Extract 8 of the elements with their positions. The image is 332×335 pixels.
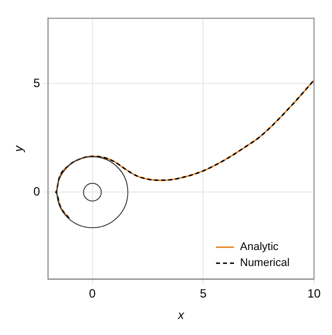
legend-label: Numerical	[240, 257, 290, 270]
line-series	[55, 79, 314, 219]
x-tick-label: 0	[89, 286, 96, 301]
x-axis-title: x	[177, 308, 186, 322]
y-axis-title: y	[12, 144, 26, 153]
x-tick-label: 5	[200, 286, 207, 301]
x-tick-label: 10	[307, 286, 321, 301]
legend-label: Analytic	[240, 241, 280, 254]
